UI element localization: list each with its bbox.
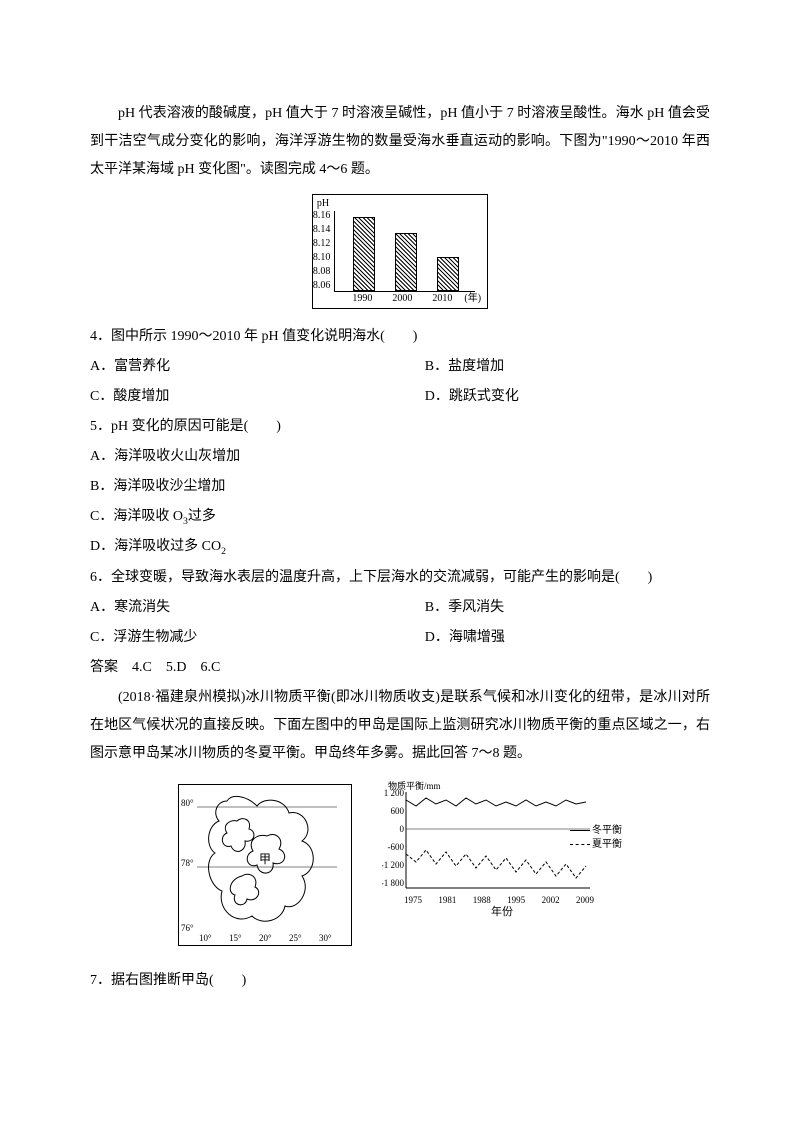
q6-stem: 6．全球变暖，导致海水表层的温度升高，上下层海水的交流减弱，可能产生的影响是( … [90, 564, 710, 592]
svg-text:-1 800: -1 800 [382, 878, 404, 888]
q4-option-d: D．跳跃式变化 [425, 383, 710, 411]
q5-option-c: C．海洋吸收 O3过多 [90, 503, 710, 531]
ytick: 8.14 [313, 225, 331, 235]
page: pH 代表溶液的酸碱度，pH 值大于 7 时溶液呈碱性，pH 值小于 7 时溶液… [0, 0, 800, 1057]
q6-option-c: C．浮游生物减少 [90, 624, 425, 652]
bar-1990 [353, 217, 375, 291]
lc-xtick: 2009 [576, 896, 594, 905]
bar-2010 [437, 257, 459, 291]
intro-paragraph-1: pH 代表溶液的酸碱度，pH 值大于 7 时溶液呈碱性，pH 值小于 7 时溶液… [90, 100, 710, 184]
lc-y-label: 物质平衡/mm [388, 782, 441, 791]
map-marker-jia: 甲 [259, 852, 271, 866]
svg-text:0: 0 [400, 824, 405, 834]
q4-option-a: A．富营养化 [90, 353, 425, 381]
lc-xtick: 1981 [438, 896, 456, 905]
lon-label: 25° [289, 934, 302, 943]
lc-xtick: 2002 [542, 896, 560, 905]
map-svg: 甲 [197, 791, 337, 931]
intro-paragraph-2: (2018·福建泉州模拟)冰川物质平衡(即冰川物质收支)是联系气候和冰川变化的纽… [90, 684, 710, 768]
ytick: 8.06 [313, 281, 331, 291]
xtick: 2000 [382, 294, 422, 304]
x-unit: (年) [464, 294, 481, 304]
q4-row2: C．酸度增加 D．跳跃式变化 [90, 383, 710, 411]
q5-stem: 5．pH 变化的原因可能是( ) [90, 413, 710, 441]
q5-option-a: A．海洋吸收火山灰增加 [90, 443, 710, 471]
xtick: 1990 [342, 294, 382, 304]
lon-label: 10° [199, 934, 212, 943]
balance-line-chart: 物质平衡/mm 1 200 600 0 -600 -1 200 -1 800 [382, 784, 622, 918]
lc-xtick: 1975 [404, 896, 422, 905]
svg-text:-1 200: -1 200 [382, 860, 404, 870]
ytick: 8.12 [313, 239, 331, 249]
q6-row1: A．寒流消失 B．季风消失 [90, 594, 710, 622]
lc-legend: 冬平衡 夏平衡 [570, 824, 622, 852]
ytick: 8.08 [313, 267, 331, 277]
q4-option-b: B．盐度增加 [425, 353, 710, 381]
q6-row2: C．浮游生物减少 D．海啸增强 [90, 624, 710, 652]
island-map: 80° 78° 76° 10° 15° 20° 25° 30° 甲 [178, 784, 352, 946]
q5-option-b: B．海洋吸收沙尘增加 [90, 473, 710, 501]
q6-option-d: D．海啸增强 [425, 624, 710, 652]
linechart-svg: 1 200 600 0 -600 -1 200 -1 800 [382, 784, 594, 894]
q6-option-a: A．寒流消失 [90, 594, 425, 622]
lc-x-title: 年份 [382, 907, 622, 918]
ph-chart-container: pH 8.16 8.14 8.12 8.10 8.08 8.06 [90, 194, 710, 309]
q5-option-d: D．海洋吸收过多 CO2 [90, 533, 710, 561]
q7-stem: 7．据右图推断甲岛( ) [90, 967, 710, 995]
chart-x-ticks: 1990 2000 2010 (年) [332, 294, 481, 308]
chart-y-ticks: 8.16 8.14 8.12 8.10 8.08 8.06 [313, 211, 333, 291]
lat-label: 76° [181, 924, 194, 933]
lon-label: 15° [229, 934, 242, 943]
chart-plot-area [334, 211, 475, 292]
answers-4-6: 答案 4.C 5.D 6.C [90, 654, 710, 682]
lat-label: 80° [181, 799, 194, 808]
q4-row1: A．富营养化 B．盐度增加 [90, 353, 710, 381]
xtick: 2010 [422, 294, 462, 304]
lc-xtick: 1995 [507, 896, 525, 905]
lat-label: 78° [181, 859, 194, 868]
summer-line [406, 850, 586, 878]
winter-line [406, 798, 586, 806]
lon-label: 20° [259, 934, 272, 943]
figure-row: 80° 78° 76° 10° 15° 20° 25° 30° 甲 物质平衡/m… [90, 784, 710, 957]
legend-summer: 夏平衡 [592, 839, 622, 850]
svg-text:600: 600 [391, 806, 405, 816]
q4-stem: 4．图中所示 1990～2010 年 pH 值变化说明海水( ) [90, 323, 710, 351]
lc-x-ticks: 1975 1981 1988 1995 2002 2009 [382, 896, 594, 905]
bar-2000 [395, 233, 417, 291]
q4-option-c: C．酸度增加 [90, 383, 425, 411]
chart-y-title: pH [313, 199, 481, 209]
svg-text:-600: -600 [388, 842, 405, 852]
q6-option-b: B．季风消失 [425, 594, 710, 622]
legend-winter: 冬平衡 [592, 825, 622, 836]
lon-label: 30° [319, 934, 332, 943]
ytick: 8.16 [313, 211, 331, 221]
ph-bar-chart: pH 8.16 8.14 8.12 8.10 8.08 8.06 [312, 194, 488, 309]
ytick: 8.10 [313, 253, 331, 263]
lc-xtick: 1988 [473, 896, 491, 905]
